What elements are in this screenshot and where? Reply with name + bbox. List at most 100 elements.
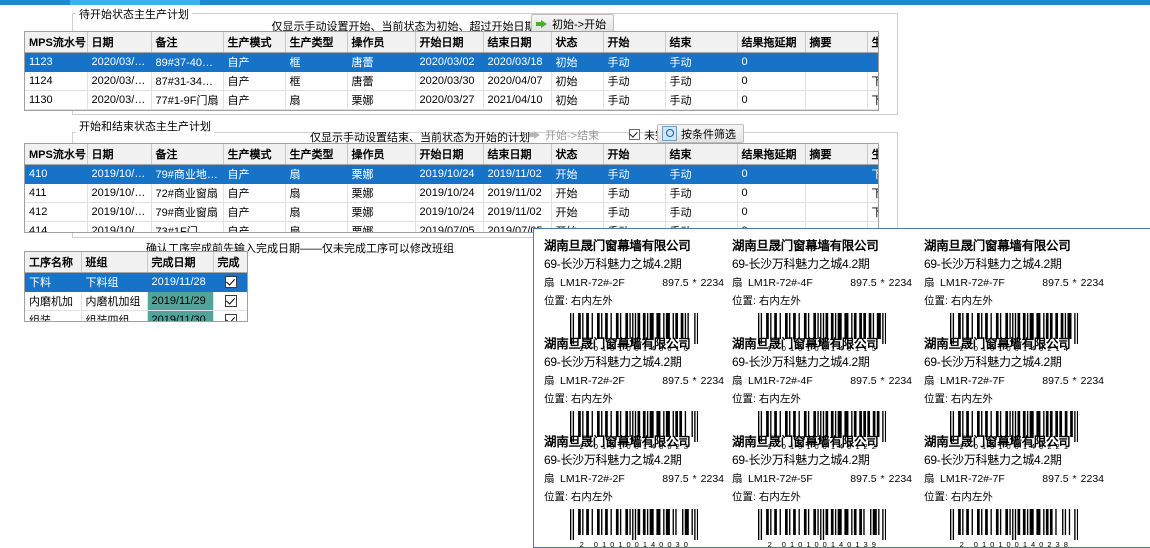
table-cell[interactable]: 开始	[551, 202, 604, 222]
column-header-6[interactable]: 开始日期	[415, 32, 484, 53]
column-header-13[interactable]: 生产班组	[867, 144, 878, 165]
checkbox-icon[interactable]	[225, 295, 237, 308]
column-header-0[interactable]: MPS流水号	[25, 144, 88, 165]
table-cell[interactable]: 下料组	[867, 183, 878, 203]
table-cell[interactable]: 初始	[551, 52, 604, 72]
table-cell[interactable]: 2019/10/24	[415, 183, 484, 203]
table-cell[interactable]: 框	[285, 71, 348, 91]
column-header-11[interactable]: 结果拖延期	[737, 32, 806, 53]
table-cell[interactable]: 2019/10/24	[415, 164, 484, 184]
column-header-10[interactable]: 结束	[665, 144, 738, 165]
table-row[interactable]: 412 2019/10/24 79#商业窗扇 自产扇栗娜 2019/10/24 2019/…	[25, 202, 878, 222]
table-cell[interactable]: 栗娜	[347, 183, 416, 203]
table-cell[interactable]	[805, 183, 868, 203]
table-cell[interactable]: 2019/10/24	[87, 183, 152, 203]
process-done-cell[interactable]	[213, 291, 247, 311]
column-header-4[interactable]: 生产类型	[285, 32, 348, 53]
table-cell[interactable]: 手动	[603, 71, 666, 91]
table-cell[interactable]: 自产	[223, 52, 286, 72]
table-cell[interactable]: 2021/04/10	[483, 90, 552, 110]
table-cell[interactable]	[805, 164, 868, 184]
table-cell[interactable]: 开始	[551, 164, 604, 184]
table-cell[interactable]: 下料组	[867, 71, 878, 91]
column-header-5[interactable]: 操作员	[347, 144, 416, 165]
process-team-cell[interactable]: 下料组	[81, 272, 148, 292]
table-row[interactable]: 4142019/10/2473#1F门扇窗扇自产扇栗娜2019/07/05201…	[25, 221, 878, 232]
table-cell[interactable]: 手动	[665, 71, 738, 91]
column-header-9[interactable]: 开始	[603, 32, 666, 53]
table-cell[interactable]: 2020/03/02	[415, 52, 484, 72]
process-name-cell[interactable]: 内磨机加	[25, 291, 82, 311]
table-row[interactable]: 11232020/03/2689#37-40F门框自产框唐蕾2020/03/02…	[25, 52, 878, 72]
process-name-cell[interactable]: 组装	[25, 310, 82, 321]
table-cell[interactable]: 2020/03/26	[87, 71, 152, 91]
table-cell[interactable]: 2019/07/05	[415, 221, 484, 232]
table-cell[interactable]: 下料组	[867, 164, 878, 184]
table-cell[interactable]: 0	[737, 221, 806, 232]
table-cell[interactable]: 77#1-9F门扇	[151, 90, 224, 110]
column-header-11[interactable]: 结果拖延期	[737, 144, 806, 165]
table-cell[interactable]: 手动	[665, 221, 738, 232]
column-header-3[interactable]: 完成	[213, 252, 247, 273]
column-header-5[interactable]: 操作员	[347, 32, 416, 53]
column-header-8[interactable]: 状态	[551, 32, 604, 53]
table-cell[interactable]: 手动	[665, 202, 738, 222]
table-row[interactable]: 411 2019/10/24 72#商业窗扇 自产扇栗娜 2019/10/24 2019/…	[25, 183, 878, 203]
table-cell[interactable]: 72#商业窗扇	[151, 183, 224, 203]
table-cell[interactable]: 栗娜	[347, 202, 416, 222]
table-cell[interactable]: 2020/04/07	[483, 71, 552, 91]
process-done-cell[interactable]	[213, 310, 247, 321]
process-grid[interactable]: 工序名称 班组 完成日期 完成 下料 下料组 2019/11/28 内磨机加 内磨机加组 201…	[24, 251, 248, 322]
table-cell[interactable]: 2020/03/27	[415, 90, 484, 110]
table-cell[interactable]: 2019/11/02	[483, 164, 552, 184]
table-cell[interactable]: 自产	[223, 202, 286, 222]
table-cell[interactable]: 2019/07/05	[483, 221, 552, 232]
table-cell[interactable]: 初始	[551, 90, 604, 110]
table-cell[interactable]: 2019/11/02	[483, 202, 552, 222]
table-cell[interactable]: 73#1F门扇窗扇	[151, 221, 224, 232]
table-cell[interactable]: 0	[737, 164, 806, 184]
active-plans-grid[interactable]: MPS流水号 日期 备注 生产模式 生产类型 操作员 开始日期 结束日期 状态 开始 结束 结果拖延期…	[24, 143, 879, 233]
table-cell[interactable]: 手动	[603, 221, 666, 232]
table-cell[interactable]: 扇	[285, 164, 348, 184]
table-cell[interactable]: 手动	[603, 202, 666, 222]
table-cell[interactable]: 框	[285, 52, 348, 72]
table-cell[interactable]: 89#37-40F门框	[151, 52, 224, 72]
table-cell[interactable]: 411	[25, 183, 88, 203]
table-cell[interactable]: 手动	[665, 52, 738, 72]
table-cell[interactable]: 自产	[223, 221, 286, 232]
column-header-6[interactable]: 开始日期	[415, 144, 484, 165]
table-cell[interactable]	[867, 52, 878, 72]
column-header-2[interactable]: 备注	[151, 144, 224, 165]
table-cell[interactable]: 412	[25, 202, 88, 222]
process-row[interactable]: 内磨机加 内磨机加组 2019/11/29	[25, 291, 247, 311]
table-cell[interactable]: 栗娜	[347, 221, 416, 232]
process-done-cell[interactable]	[213, 272, 247, 292]
column-header-10[interactable]: 结束	[665, 32, 738, 53]
table-cell[interactable]: 手动	[665, 164, 738, 184]
table-cell[interactable]: 1130	[25, 90, 88, 110]
table-cell[interactable]: 下料组	[867, 90, 878, 110]
process-date-cell[interactable]: 2019/11/29	[147, 291, 214, 311]
table-cell[interactable]	[805, 71, 868, 91]
checkbox-icon[interactable]	[225, 276, 237, 289]
table-cell[interactable]: 2019/10/24	[87, 221, 152, 232]
table-cell[interactable]: 手动	[603, 183, 666, 203]
table-cell[interactable]: 手动	[665, 90, 738, 110]
column-header-9[interactable]: 开始	[603, 144, 666, 165]
table-cell[interactable]: 79#商业窗扇	[151, 202, 224, 222]
column-header-12[interactable]: 摘要	[805, 144, 868, 165]
table-cell[interactable]: 手动	[603, 52, 666, 72]
table-cell[interactable]: 栗娜	[347, 164, 416, 184]
table-cell[interactable]: 唐蕾	[347, 52, 416, 72]
column-header-13[interactable]: 生产班组	[867, 32, 878, 53]
table-cell[interactable]	[805, 221, 868, 232]
process-row[interactable]: 组装 组装四组 2019/11/30	[25, 310, 247, 321]
table-cell[interactable]: 414	[25, 221, 88, 232]
process-date-cell[interactable]: 2019/11/30	[147, 310, 214, 321]
table-cell[interactable]: 初始	[551, 71, 604, 91]
table-cell[interactable]: 手动	[603, 164, 666, 184]
table-row[interactable]: 410 2019/10/24 79#商业地弹... 自产扇栗娜 2019/10/24 20…	[25, 164, 878, 184]
table-cell[interactable]: 开始	[551, 221, 604, 232]
table-cell[interactable]: 开始	[551, 183, 604, 203]
